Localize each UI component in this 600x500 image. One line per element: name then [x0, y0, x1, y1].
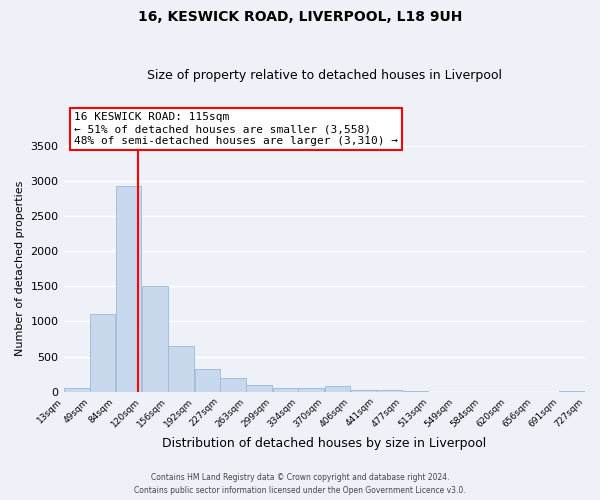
Bar	[194, 368, 220, 392]
Title: Size of property relative to detached houses in Liverpool: Size of property relative to detached ho…	[147, 69, 502, 82]
Bar	[142, 286, 167, 392]
Bar	[247, 384, 272, 392]
Y-axis label: Number of detached properties: Number of detached properties	[15, 181, 25, 356]
Bar	[273, 388, 298, 392]
Bar	[116, 186, 142, 392]
Text: 16 KESWICK ROAD: 115sqm
← 51% of detached houses are smaller (3,558)
48% of semi: 16 KESWICK ROAD: 115sqm ← 51% of detache…	[74, 112, 398, 146]
Bar	[168, 346, 194, 392]
Bar	[351, 390, 376, 392]
Text: 16, KESWICK ROAD, LIVERPOOL, L18 9UH: 16, KESWICK ROAD, LIVERPOOL, L18 9UH	[138, 10, 462, 24]
X-axis label: Distribution of detached houses by size in Liverpool: Distribution of detached houses by size …	[162, 437, 487, 450]
Bar	[90, 314, 115, 392]
Bar	[325, 386, 350, 392]
Bar	[64, 388, 89, 392]
Bar	[376, 390, 402, 392]
Bar	[220, 378, 246, 392]
Bar	[298, 388, 324, 392]
Text: Contains HM Land Registry data © Crown copyright and database right 2024.
Contai: Contains HM Land Registry data © Crown c…	[134, 474, 466, 495]
